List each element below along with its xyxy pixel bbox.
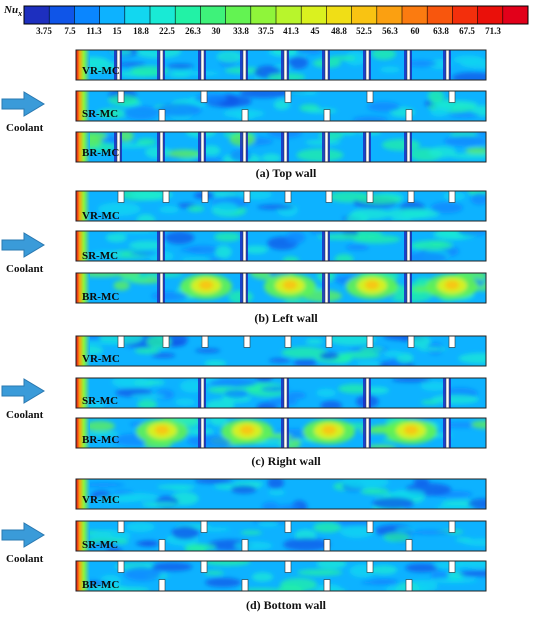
legend-tick: 48.8: [331, 26, 347, 36]
legend-tick: 15: [112, 26, 122, 36]
legend-tick: 30: [211, 26, 221, 36]
legend-tick: 7.5: [64, 26, 76, 36]
legend-tick: 52.5: [356, 26, 372, 36]
coolant-label: Coolant: [6, 122, 44, 134]
legend-swatch: [452, 6, 479, 24]
legend-tick: 3.75: [36, 26, 52, 36]
legend-tick: 11.3: [86, 26, 102, 36]
channel-label-br: BR-MC: [82, 291, 120, 303]
legend-swatch: [376, 6, 403, 24]
legend-tick: 37.5: [258, 26, 274, 36]
legend-swatch: [351, 6, 378, 24]
legend-swatch: [301, 6, 327, 24]
legend-swatch: [150, 6, 176, 24]
legend-tick: 33.8: [233, 26, 249, 36]
channel-right-vr: [75, 335, 487, 367]
legend-tick: 60: [410, 26, 420, 36]
channel-left-sr: [75, 230, 487, 262]
channel-label-sr: SR-MC: [82, 250, 119, 262]
legend-swatch: [502, 6, 529, 24]
channel-bottom-br: [75, 560, 487, 592]
coolant-label: Coolant: [6, 409, 44, 421]
channel-label-sr: SR-MC: [82, 108, 119, 120]
legend-swatch: [200, 6, 227, 24]
channel-top-br: [75, 131, 487, 163]
legend-tick: 41.3: [283, 26, 299, 36]
legend-tick: 71.3: [485, 26, 501, 36]
channel-right-br: [75, 417, 487, 449]
caption-top-wall: (a) Top wall: [255, 166, 317, 180]
channel-label-br: BR-MC: [82, 434, 120, 446]
legend-swatch: [276, 6, 302, 24]
legend-swatch: [250, 6, 277, 24]
legend-tick: 18.8: [133, 26, 149, 36]
channel-label-sr: SR-MC: [82, 539, 119, 551]
legend-title: Nux: [4, 4, 23, 19]
channel-left-br: [75, 272, 487, 304]
channel-label-br: BR-MC: [82, 147, 120, 159]
channel-label-vr: VR-MC: [82, 494, 120, 506]
legend-swatch: [402, 6, 428, 24]
legend-tick: 26.3: [185, 26, 201, 36]
legend-tick: 45: [310, 26, 320, 36]
coolant-arrow: [1, 378, 45, 404]
channel-top-sr: [75, 90, 487, 122]
coolant-arrow: [1, 522, 45, 548]
coolant-label: Coolant: [6, 553, 44, 565]
legend-swatch: [225, 6, 252, 24]
channel-right-sr: [75, 377, 487, 409]
caption-left-wall: (b) Left wall: [254, 311, 318, 325]
channel-label-br: BR-MC: [82, 579, 120, 591]
legend-tick: 56.3: [382, 26, 398, 36]
channel-label-vr: VR-MC: [82, 353, 120, 365]
legend-swatch: [99, 6, 126, 24]
coolant-arrow: [1, 91, 45, 117]
legend-tick: 22.5: [159, 26, 175, 36]
channel-top-vr: [75, 49, 487, 81]
legend-tick: 67.5: [459, 26, 475, 36]
caption-right-wall: (c) Right wall: [251, 454, 321, 468]
legend-tick: 63.8: [433, 26, 449, 36]
legend-swatch: [24, 6, 50, 24]
legend-swatch: [427, 6, 453, 24]
legend-swatch: [74, 6, 101, 24]
channel-label-sr: SR-MC: [82, 395, 119, 407]
channel-left-vr: [75, 190, 487, 222]
coolant-label: Coolant: [6, 263, 44, 275]
legend-swatch: [477, 6, 504, 24]
legend-swatch: [124, 6, 151, 24]
caption-bottom-wall: (d) Bottom wall: [246, 598, 326, 612]
legend-swatch: [49, 6, 75, 24]
channel-bottom-vr: [75, 478, 487, 510]
channel-label-vr: VR-MC: [82, 65, 120, 77]
channel-label-vr: VR-MC: [82, 210, 120, 222]
legend-swatch: [326, 6, 353, 24]
channel-bottom-sr: [75, 520, 487, 552]
coolant-arrow: [1, 232, 45, 258]
legend-swatch: [175, 6, 201, 24]
